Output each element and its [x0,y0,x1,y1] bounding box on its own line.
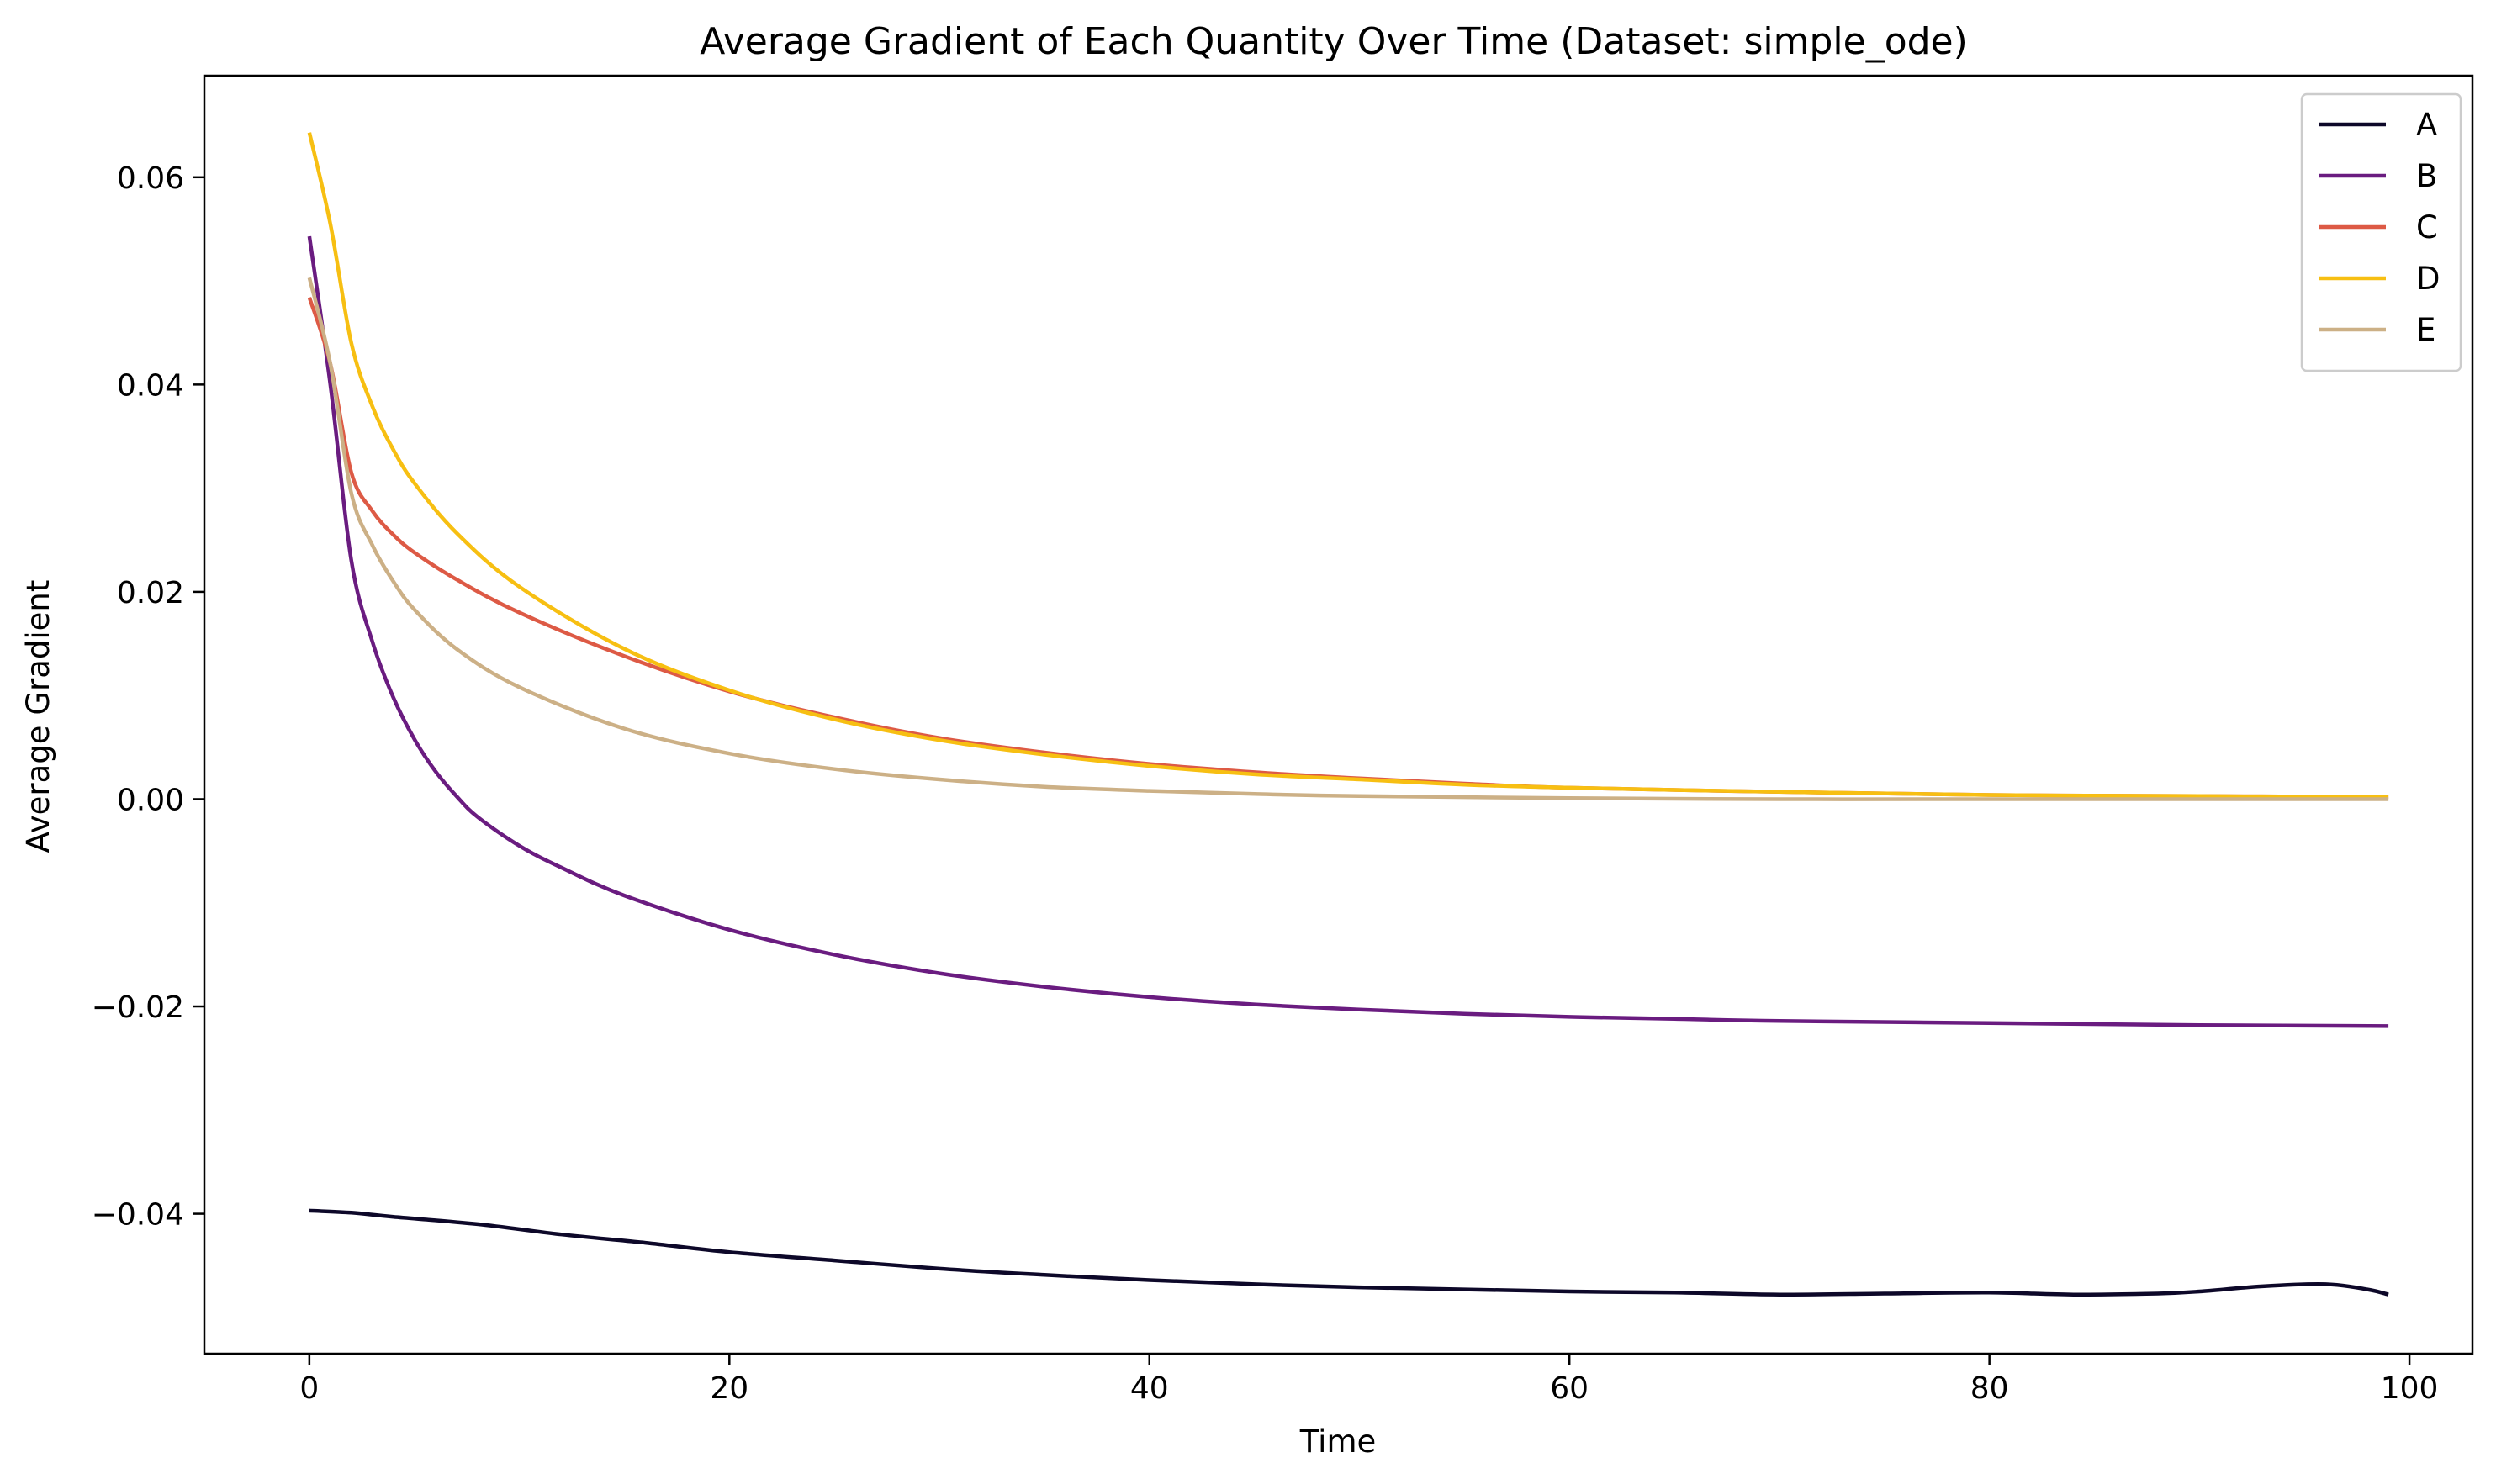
y-tick-label: −0.02 [92,990,184,1025]
x-axis-ticks: 0 20 40 60 80 100 [299,1354,2438,1406]
y-tick-label: 0.06 [117,161,184,196]
y-tick-label: 0.04 [117,368,184,403]
legend-box [2300,92,2462,372]
plot-frame [203,74,2474,1355]
x-tick-label: 60 [1550,1371,1589,1406]
x-axis-label: Time [1299,1423,1377,1460]
x-tick-label: 0 [299,1371,319,1406]
chart-title: Average Gradient of Each Quantity Over T… [700,20,1968,63]
x-tick-label: 20 [710,1371,748,1406]
legend-label-a: A [2416,107,2437,143]
series-line-d [307,132,2389,800]
legend-label-b: B [2416,158,2437,194]
x-tick-label: 40 [1130,1371,1169,1406]
x-tick-label: 100 [2381,1371,2439,1406]
series-line-e [307,277,2389,801]
series-line-a [309,1208,2389,1297]
series-line-b [307,235,2389,1028]
y-tick-label: −0.04 [92,1198,184,1233]
y-tick-label: 0.00 [117,783,184,817]
y-axis-ticks: −0.04 −0.02 0.00 0.02 0.04 0.06 [92,161,204,1233]
legend-label-c: C [2416,209,2438,246]
legend-label-d: D [2416,261,2440,297]
series-layer [307,132,2389,1297]
x-tick-label: 80 [1970,1371,2009,1406]
legend-label-e: E [2416,312,2435,348]
y-tick-label: 0.02 [117,576,184,610]
y-axis-label: Average Gradient [20,580,56,853]
